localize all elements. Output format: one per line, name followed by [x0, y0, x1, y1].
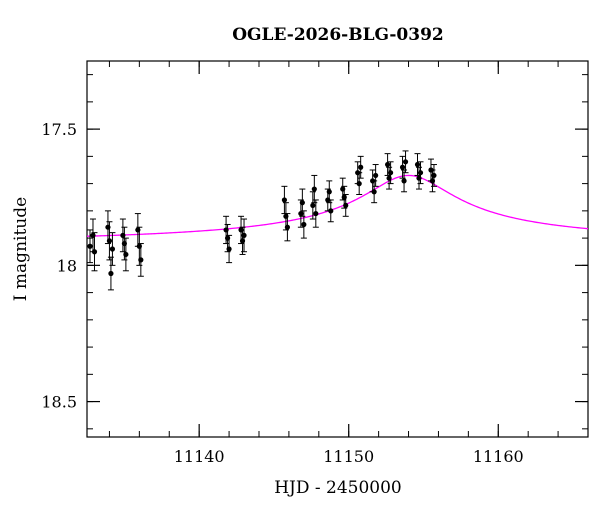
- data-point: [134, 213, 141, 247]
- point-marker: [87, 243, 93, 249]
- point-marker: [385, 161, 391, 168]
- point-marker: [226, 246, 232, 252]
- plot-frame: [86, 60, 589, 438]
- data-point: [106, 221, 113, 261]
- x-tick-label: 11140: [174, 447, 225, 466]
- data-point: [399, 155, 406, 179]
- x-axis-label: HJD - 2450000: [274, 478, 402, 498]
- point-marker: [326, 189, 332, 195]
- data-point: [281, 185, 288, 215]
- point-marker: [402, 159, 409, 165]
- data-point: [107, 256, 114, 291]
- point-marker: [108, 270, 114, 277]
- point-marker: [241, 232, 247, 238]
- point-marker: [123, 251, 129, 258]
- data-point: [342, 194, 349, 217]
- data-point: [357, 155, 364, 179]
- data-point: [356, 172, 363, 196]
- y-tick-label: 18: [57, 256, 77, 275]
- point-marker: [91, 249, 98, 255]
- x-tick-label: 11160: [473, 447, 524, 466]
- point-marker: [414, 161, 421, 168]
- data-point: [387, 161, 394, 185]
- data-point: [300, 210, 307, 239]
- model-curve: [87, 174, 588, 237]
- point-marker: [301, 221, 307, 228]
- data-point: [384, 153, 391, 176]
- data-point: [137, 243, 144, 277]
- point-marker: [358, 164, 364, 170]
- data-point: [430, 164, 437, 187]
- chart-title: OGLE-2026-BLG-0392: [232, 25, 444, 45]
- point-marker: [356, 181, 362, 187]
- data-point: [91, 232, 98, 272]
- point-marker: [310, 202, 316, 209]
- data-point: [326, 180, 333, 204]
- point-marker: [106, 238, 113, 244]
- point-marker: [417, 170, 424, 176]
- point-marker: [313, 210, 319, 217]
- y-tick-label: 17.5: [41, 120, 77, 139]
- point-marker: [299, 200, 305, 206]
- data-point: [371, 180, 378, 204]
- data-point: [309, 191, 316, 220]
- data-point: [402, 150, 409, 174]
- point-marker: [138, 257, 144, 263]
- point-marker: [311, 186, 317, 192]
- point-marker: [373, 172, 379, 179]
- data-point: [312, 199, 319, 228]
- data-point: [327, 199, 334, 223]
- data-point: [401, 169, 408, 193]
- data-point: [226, 234, 233, 264]
- point-marker: [401, 178, 407, 184]
- point-marker: [328, 208, 334, 214]
- data-point: [109, 232, 116, 266]
- data-point: [414, 153, 421, 176]
- point-marker: [284, 224, 290, 230]
- point-marker: [371, 189, 377, 195]
- data-point: [372, 164, 379, 187]
- data-point: [122, 237, 129, 272]
- axis-ticks: [87, 61, 589, 437]
- y-axis-label: I magnitude: [11, 197, 31, 301]
- data-point: [311, 174, 318, 204]
- data-point: [87, 229, 93, 264]
- x-tick-label: 11150: [323, 447, 374, 466]
- y-tick-label: 18.5: [41, 393, 77, 412]
- point-marker: [343, 202, 349, 209]
- data-point: [299, 188, 306, 217]
- point-marker: [431, 172, 437, 179]
- axis-tick-labels: 11140 11150 11160 17.5 18 18.5: [41, 120, 523, 466]
- data-point: [417, 161, 424, 185]
- point-marker: [109, 246, 116, 252]
- data-point: [119, 218, 126, 253]
- point-marker: [387, 170, 394, 176]
- point-marker: [399, 164, 406, 170]
- data-point: [284, 213, 291, 242]
- point-marker: [281, 197, 288, 203]
- data-point: [241, 218, 248, 253]
- data-points: [87, 150, 437, 291]
